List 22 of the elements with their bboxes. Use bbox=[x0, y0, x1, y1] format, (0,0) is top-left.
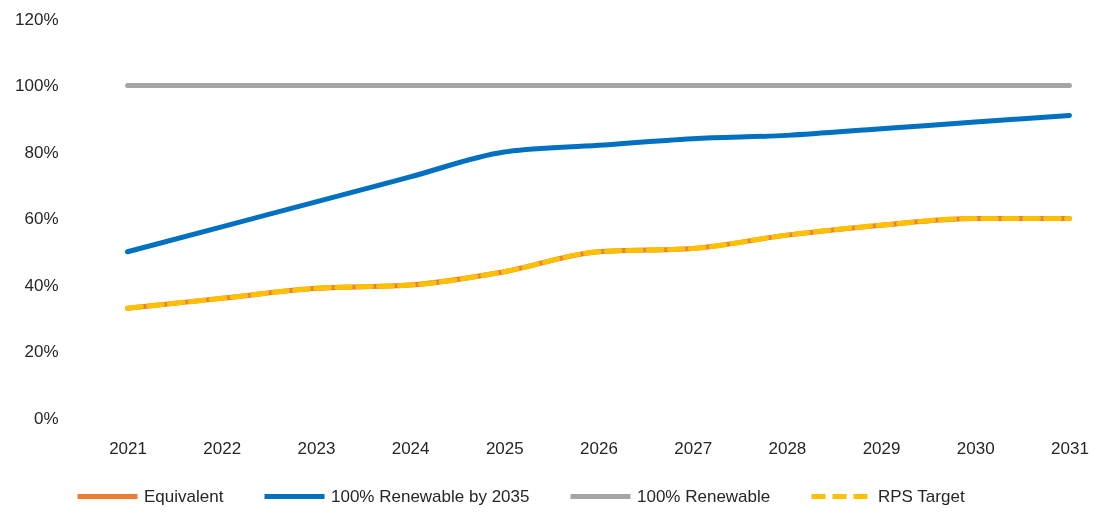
x-tick-label: 2030 bbox=[956, 438, 995, 458]
x-tick-label: 2027 bbox=[674, 438, 713, 458]
y-tick-label: 80% bbox=[24, 142, 59, 162]
legend-label: Equivalent bbox=[144, 486, 224, 506]
x-tick-label: 2031 bbox=[1051, 438, 1089, 458]
x-tick-label: 2026 bbox=[580, 438, 618, 458]
x-tick-label: 2025 bbox=[485, 438, 524, 458]
y-tick-label: 20% bbox=[24, 342, 59, 361]
legend-label: 100% Renewable by 2035 bbox=[331, 486, 530, 506]
y-tick-label: 60% bbox=[24, 209, 59, 228]
y-tick-label: 100% bbox=[15, 76, 59, 95]
x-tick-label: 2024 bbox=[391, 438, 430, 458]
legend-label: RPS Target bbox=[878, 486, 965, 506]
y-tick-label: 120% bbox=[15, 9, 59, 29]
x-tick-label: 2029 bbox=[862, 438, 901, 458]
y-tick-label: 0% bbox=[33, 408, 59, 428]
y-tick-label: 40% bbox=[24, 275, 59, 295]
legend-label: 100% Renewable bbox=[637, 486, 771, 506]
x-tick-label: 2028 bbox=[768, 438, 807, 458]
x-tick-label: 2022 bbox=[203, 438, 242, 458]
x-tick-label: 2021 bbox=[109, 438, 147, 458]
x-tick-label: 2023 bbox=[297, 438, 336, 458]
